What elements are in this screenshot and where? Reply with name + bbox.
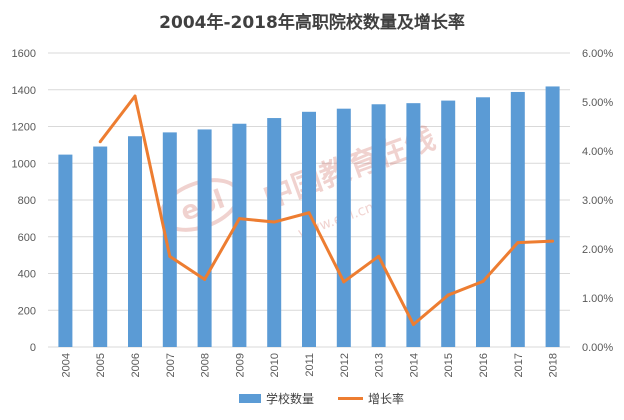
- y-right-tick-label: 4.00%: [582, 146, 613, 158]
- growth-rate-point: [272, 220, 276, 224]
- growth-rate-line: [99, 94, 553, 326]
- bar: [58, 154, 73, 347]
- y-right-tick-label: 0.00%: [582, 342, 613, 354]
- bar: [510, 91, 525, 347]
- x-tick-label: 2008: [200, 353, 212, 377]
- growth-rate-point: [98, 140, 102, 144]
- x-tick-label: 2012: [339, 353, 351, 377]
- x-tick-label: 2018: [548, 353, 560, 377]
- y-left-tick-label: 1400: [12, 85, 36, 97]
- bar: [162, 132, 177, 347]
- legend-label-line: 增长率: [368, 391, 404, 406]
- bar: [476, 97, 490, 347]
- growth-rate-point: [551, 239, 555, 243]
- bar: [93, 146, 108, 347]
- x-tick-label: 2009: [234, 353, 246, 377]
- y-left-tick-label: 600: [18, 232, 36, 244]
- bar: [406, 103, 421, 347]
- y-left-tick-label: 1600: [12, 48, 36, 60]
- legend-swatch-bar: [239, 394, 261, 403]
- growth-rate-point: [411, 322, 415, 326]
- x-tick-label: 2004: [60, 353, 72, 377]
- growth-rate-point: [307, 211, 311, 215]
- bar: [371, 104, 386, 347]
- growth-rate-point: [481, 279, 485, 283]
- bar: [267, 118, 282, 347]
- growth-rate-point: [203, 277, 207, 281]
- y-right-tick-label: 1.00%: [582, 293, 613, 305]
- y-right-tick-label: 3.00%: [582, 195, 613, 207]
- y-left-tick-label: 400: [18, 269, 36, 281]
- y-left-tick-label: 800: [18, 195, 36, 207]
- growth-rate-point: [237, 217, 241, 221]
- y-left-tick-label: 1000: [12, 158, 36, 170]
- x-tick-label: 2013: [374, 353, 386, 377]
- bar: [128, 136, 142, 347]
- growth-rate-point: [342, 280, 346, 284]
- growth-rate-point: [377, 254, 381, 258]
- y-right-tick-label: 2.00%: [582, 244, 613, 256]
- growth-rate-point: [133, 94, 137, 98]
- y-left-tick-label: 1200: [12, 122, 36, 134]
- x-tick-label: 2015: [443, 353, 455, 377]
- y-right-tick-label: 5.00%: [582, 97, 613, 109]
- y-left-tick-label: 200: [18, 305, 36, 317]
- x-tick-label: 2017: [513, 353, 525, 377]
- x-tick-label: 2005: [95, 353, 107, 377]
- x-tick-label: 2014: [408, 353, 420, 377]
- bar: [545, 86, 560, 347]
- x-tick-label: 2011: [304, 353, 316, 377]
- growth-rate-point: [168, 254, 172, 258]
- y-right-tick-label: 6.00%: [582, 48, 613, 60]
- y-left-tick-label: 0: [30, 342, 36, 354]
- chart-title: 2004年-2018年高职院校数量及增长率: [159, 13, 465, 33]
- x-tick-label: 2006: [130, 353, 142, 377]
- growth-rate-point: [516, 241, 520, 245]
- x-tick-label: 2016: [478, 353, 490, 377]
- growth-rate-point: [446, 293, 450, 297]
- bar: [197, 129, 212, 347]
- legend-label-bar: 学校数量: [266, 391, 314, 406]
- bar: [441, 100, 456, 347]
- legend: 学校数量 增长率: [239, 391, 404, 406]
- bar: [232, 123, 247, 348]
- x-tick-label: 2007: [165, 353, 177, 377]
- bar: [302, 111, 316, 347]
- x-tick-label: 2010: [269, 353, 281, 377]
- bar: [336, 108, 351, 348]
